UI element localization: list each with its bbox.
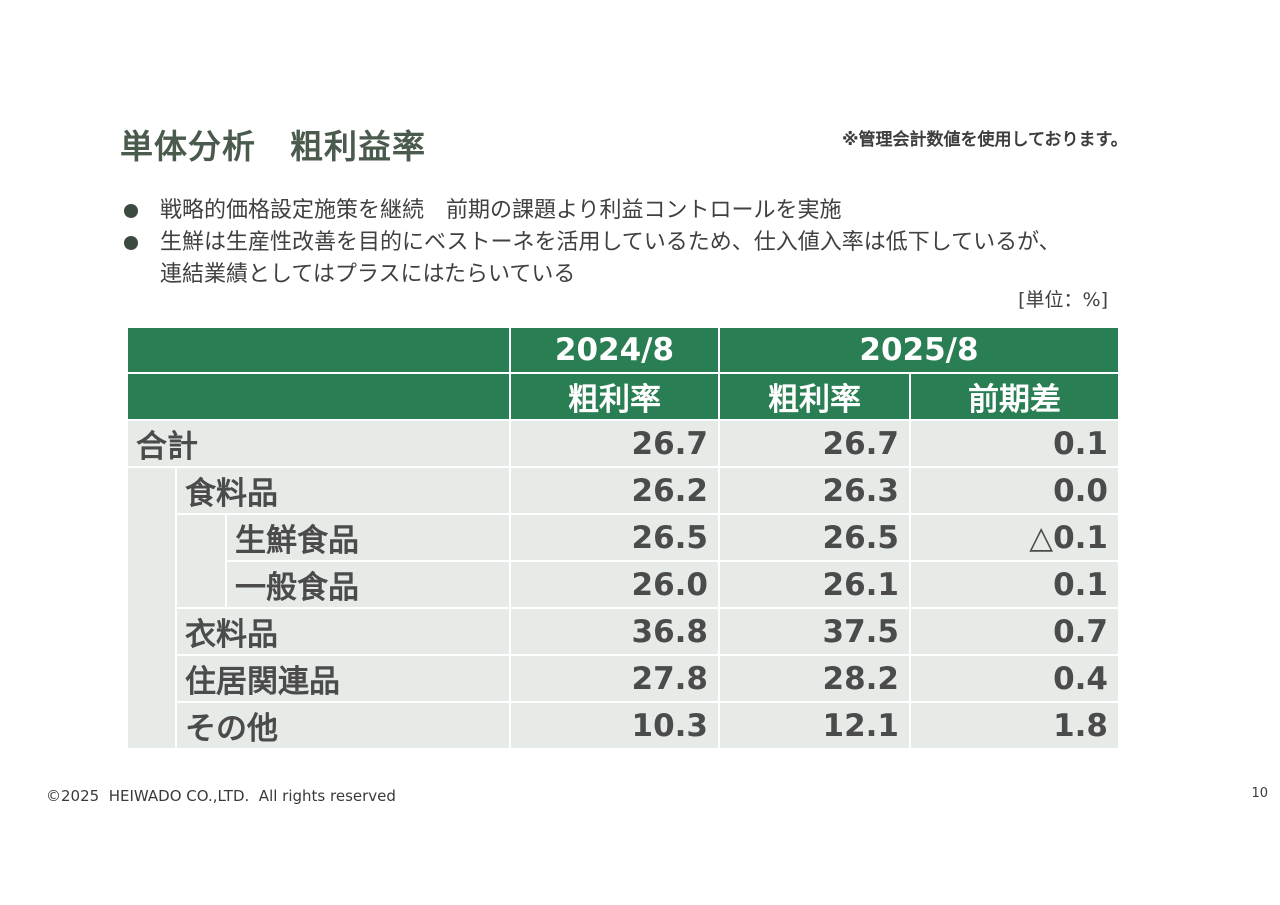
value-diff: 0.1: [909, 560, 1120, 609]
value-diff: 1.8: [909, 701, 1120, 750]
value-2025: 37.5: [718, 607, 911, 656]
value-2024: 26.7: [509, 419, 720, 468]
bullet-list: 戦略的価格設定施策を継続 前期の課題より利益コントロールを実施 生鮮は生産性改善…: [122, 195, 1122, 291]
table-row-other: その他 10.3 12.1 1.8: [127, 701, 1120, 750]
bullet-dot-icon: [124, 204, 138, 218]
value-2025: 26.5: [718, 513, 911, 562]
indent-spacer: [126, 466, 177, 750]
row-label: 住居関連品: [175, 654, 511, 703]
value-2025: 12.1: [718, 701, 911, 750]
row-label: 合計: [126, 419, 511, 468]
header-period-2025: 2025/8: [718, 326, 1120, 374]
row-label: 生鮮食品: [225, 513, 511, 562]
value-2024: 36.8: [509, 607, 720, 656]
header-period-2024: 2024/8: [509, 326, 720, 374]
value-2024: 26.0: [509, 560, 720, 609]
row-label: 食料品: [175, 466, 511, 515]
bullet-dot-icon: [124, 236, 138, 250]
value-2025: 26.7: [718, 419, 911, 468]
header-gross-margin-2024: 粗利率: [509, 372, 720, 421]
value-2024: 10.3: [509, 701, 720, 750]
header-gross-margin-2025: 粗利率: [718, 372, 911, 421]
header-blank: [126, 372, 511, 421]
value-2025: 28.2: [718, 654, 911, 703]
table-row-fresh-food: 生鮮食品 26.5 26.5 △0.1: [127, 513, 1120, 609]
row-label: 一般食品: [225, 560, 511, 609]
table-row-general-food: 一般食品 26.0 26.1 0.1: [127, 560, 1120, 609]
value-diff: 0.4: [909, 654, 1120, 703]
value-diff: 0.1: [909, 419, 1120, 468]
source-note: ※管理会計数値を使用しております。: [842, 130, 1128, 150]
indent-spacer: [175, 513, 227, 609]
header-row-columns: 粗利率 粗利率 前期差: [126, 372, 1120, 421]
unit-label: [単位：%]: [1018, 289, 1108, 311]
table-row-housing: 住居関連品 27.8 28.2 0.4: [127, 654, 1120, 703]
bullet-item: 生鮮は生産性改善を目的にベストーネを活用しているため、仕入値入率は低下しているが…: [122, 227, 1122, 291]
header-yoy-diff: 前期差: [909, 372, 1120, 421]
header-row-periods: 2024/8 2025/8: [126, 326, 1120, 374]
value-diff: 0.7: [909, 607, 1120, 656]
value-2024: 26.5: [509, 513, 720, 562]
value-2024: 26.2: [509, 466, 720, 515]
row-label: 衣料品: [175, 607, 511, 656]
copyright-footer: ©2025 HEIWADO CO.,LTD. All rights reserv…: [46, 787, 396, 805]
table-row-clothing: 衣料品 36.8 37.5 0.7: [127, 607, 1120, 656]
table-row-total: 合計 26.7 26.7 0.1: [126, 419, 1120, 468]
bullet-text: 生鮮は生産性改善を目的にベストーネを活用しているため、仕入値入率は低下しているが…: [160, 230, 1061, 287]
header-blank: [126, 326, 511, 374]
value-diff: 0.0: [909, 466, 1120, 515]
value-diff: △0.1: [909, 513, 1120, 562]
row-label: その他: [175, 701, 511, 750]
bullet-text: 戦略的価格設定施策を継続 前期の課題より利益コントロールを実施: [160, 198, 842, 223]
bullet-item: 戦略的価格設定施策を継続 前期の課題より利益コントロールを実施: [122, 195, 1122, 227]
value-2024: 27.8: [509, 654, 720, 703]
gross-margin-table: 2024/8 2025/8 粗利率 粗利率 前期差 合計 26.7 26.7 0…: [126, 326, 1120, 750]
page-number: 10: [1251, 786, 1268, 801]
table-row-food: 食料品 26.2 26.3 0.0: [126, 466, 1120, 750]
page-title: 単体分析 粗利益率: [120, 127, 426, 166]
value-2025: 26.1: [718, 560, 911, 609]
value-2025: 26.3: [718, 466, 911, 515]
